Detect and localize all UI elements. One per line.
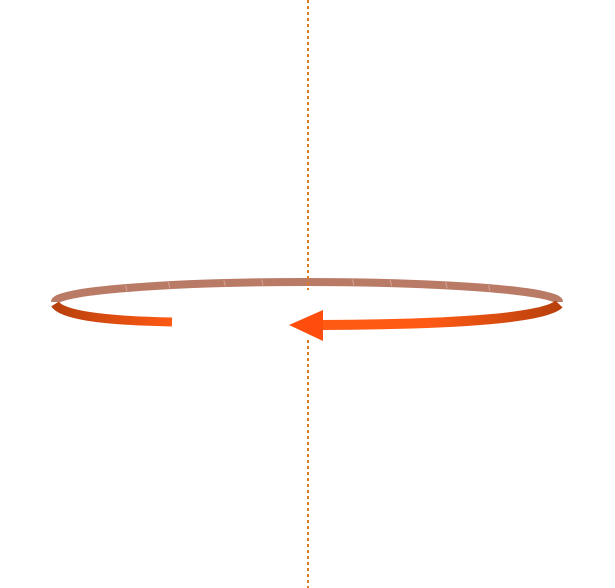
ring-front-left-band: [51, 300, 173, 327]
ring-highlight-tick: [389, 279, 393, 287]
ring-highlight-tick: [167, 282, 171, 289]
ring-front-right-band: [319, 300, 563, 330]
ring-highlight-tick: [261, 279, 264, 286]
ring-highlight-tick: [351, 279, 355, 286]
ring-highlight-tick: [223, 279, 226, 287]
triangle-arrowhead-icon: [289, 310, 323, 341]
ring-highlight-tick: [487, 284, 491, 292]
ring-highlight-tick: [445, 282, 448, 289]
ring-highlight-tick: [125, 284, 128, 292]
ring-back-highlights: [125, 279, 491, 292]
